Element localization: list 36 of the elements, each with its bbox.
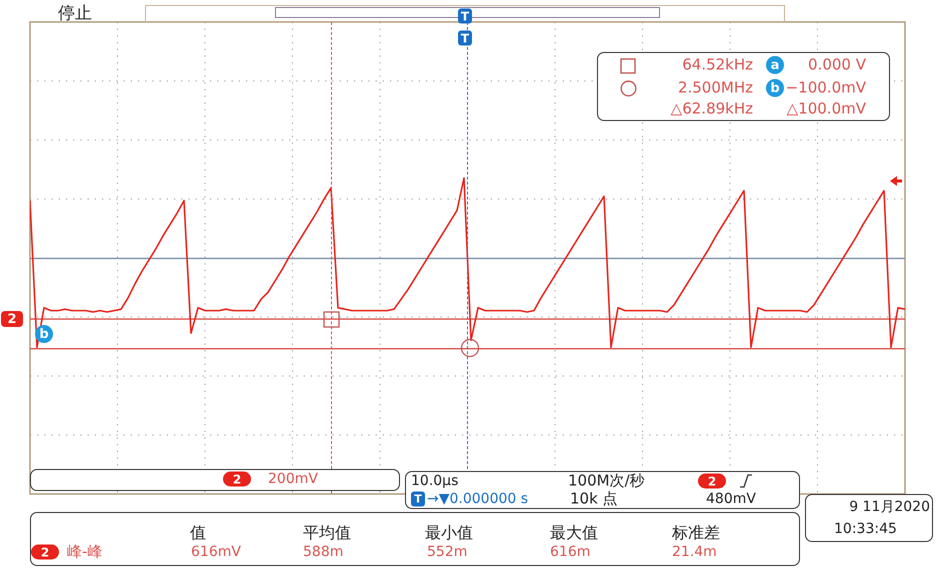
text: 616mV bbox=[191, 544, 241, 560]
text: −100.0mV bbox=[786, 78, 866, 96]
text: 21.4m bbox=[672, 544, 717, 560]
text: a bbox=[766, 56, 784, 74]
text: 标准差 bbox=[672, 523, 720, 542]
text: 停止 bbox=[58, 4, 92, 24]
text: 最大值 bbox=[550, 523, 598, 542]
text: 552m bbox=[427, 544, 468, 560]
text: 2 bbox=[223, 472, 251, 486]
text: T bbox=[458, 30, 472, 46]
text: 9 11月2020 bbox=[849, 499, 930, 515]
text: △100.0mV bbox=[786, 100, 866, 118]
text: 0.000 V bbox=[808, 56, 866, 74]
text: 64.52kHz bbox=[682, 56, 753, 74]
text: 峰-峰 bbox=[67, 542, 102, 560]
text: △62.89kHz bbox=[670, 100, 753, 118]
text: →▼0.000000 s bbox=[427, 491, 528, 507]
text: 200mV bbox=[268, 471, 318, 487]
text: T bbox=[458, 8, 472, 24]
annotation: b bbox=[35, 325, 53, 343]
text: 2 bbox=[31, 544, 59, 560]
text: b bbox=[766, 79, 784, 97]
text: 平均值 bbox=[303, 523, 351, 542]
text: 2 bbox=[1, 311, 23, 327]
text: 616m bbox=[550, 544, 590, 560]
text: 100M次/秒 bbox=[568, 472, 645, 490]
text: 588m bbox=[303, 544, 344, 560]
text: T bbox=[411, 492, 425, 506]
text: 10.0µs bbox=[411, 473, 458, 489]
text: 480mV bbox=[706, 491, 756, 507]
text: 2 bbox=[698, 474, 726, 488]
text: 值 bbox=[190, 523, 206, 542]
text: 10k 点 bbox=[570, 490, 618, 508]
text: 10:33:45 bbox=[834, 521, 897, 537]
text: 最小值 bbox=[425, 523, 473, 542]
text: 2.500MHz bbox=[678, 78, 753, 96]
